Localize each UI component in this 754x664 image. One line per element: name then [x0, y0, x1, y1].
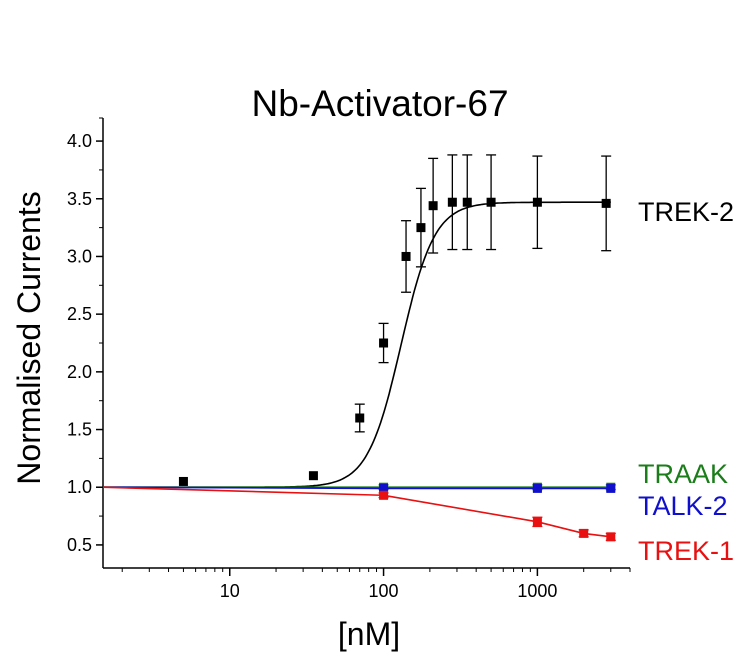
x-tick-label: 10: [220, 581, 240, 601]
data-point: [401, 251, 411, 261]
data-point: [579, 528, 589, 538]
x-ticks: 10 100 1000: [121, 568, 631, 601]
data-point: [606, 483, 616, 493]
chart-title: Nb-Activator-67: [251, 83, 508, 124]
x-tick-label: 1000: [517, 581, 557, 601]
series-trek-1: [102, 486, 616, 542]
series-talk-2: [102, 483, 616, 493]
series-line: [102, 486, 611, 538]
series-label-traak: TRAAK: [638, 459, 728, 489]
y-tick-label: 1.0: [67, 477, 92, 497]
data-point: [532, 483, 542, 493]
data-point: [379, 338, 389, 348]
data-point: [601, 198, 611, 208]
y-tick-label: 2.5: [67, 304, 92, 324]
data-point: [308, 471, 318, 481]
y-tick-label: 1.5: [67, 420, 92, 440]
x-axis-label: [nM]: [338, 616, 400, 652]
y-tick-label: 3.5: [67, 189, 92, 209]
data-point: [532, 197, 542, 207]
data-point: [606, 532, 616, 542]
y-tick-label: 0.5: [67, 535, 92, 555]
data-point: [355, 413, 365, 423]
series-label-trek-2: TREK-2: [638, 197, 734, 227]
x-tick-label: 100: [369, 581, 399, 601]
series-label-talk-2: TALK-2: [638, 491, 728, 521]
series-trek-2: [103, 154, 612, 489]
data-point: [532, 517, 542, 527]
y-tick-label: 4.0: [67, 131, 92, 151]
y-axis-label: Normalised Currents: [11, 191, 47, 484]
data-point: [178, 476, 188, 486]
y-tick-label: 2.0: [67, 362, 92, 382]
data-point: [462, 197, 472, 207]
data-point: [428, 201, 438, 211]
data-point: [379, 483, 389, 493]
fit-curve: [103, 201, 611, 489]
series-label-trek-1: TREK-1: [638, 536, 734, 566]
data-point: [447, 197, 457, 207]
series-line: [102, 486, 611, 490]
data-point: [486, 197, 496, 207]
series-layer: [102, 154, 616, 542]
data-point: [416, 223, 426, 233]
y-tick-label: 3.0: [67, 246, 92, 266]
data-point: [379, 490, 389, 500]
axes: [102, 118, 630, 569]
y-ticks: 0.5 1.0 1.5 2.0 2.5 3.0 3.5 4.0: [67, 117, 103, 555]
